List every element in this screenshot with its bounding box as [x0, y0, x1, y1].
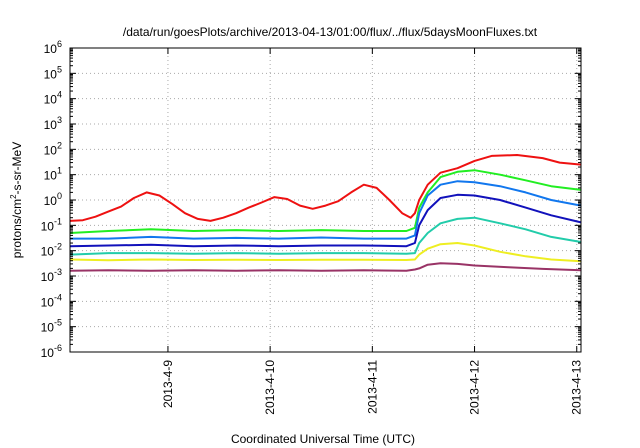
x-axis: 2013-4-9 2013-4-10 2013-4-11 2013-4-12 2013-…: [161, 48, 584, 415]
x-tick-label: 2013-4-12: [468, 360, 482, 415]
x-tick-label: 2013-4-10: [263, 360, 277, 415]
y-tick-label: 10-6: [41, 343, 62, 360]
y-tick-label: 10-1: [41, 216, 62, 233]
x-tick-label: 2013-4-13: [570, 360, 584, 415]
y-tick-label: 10-3: [41, 267, 62, 284]
y-tick-label: 10-2: [41, 242, 62, 259]
y-tick-label: 104: [44, 90, 62, 107]
y-axis: 10-6 10-5 10-4 10-3 10-2 10-1 100 101 102 103 104 1…: [41, 39, 581, 360]
y-tick-label: 10-5: [41, 318, 62, 335]
chart-title: /data/run/goesPlots/archive/2013-04-13/0…: [123, 25, 538, 39]
y-tick-label: 101: [44, 166, 62, 183]
y-tick-label: 103: [44, 115, 62, 132]
y-axis-title: protons/cm2-s-sr-MeV: [9, 142, 24, 258]
series-line-7: [69, 262, 582, 272]
y-tick-label: 10-4: [41, 292, 62, 309]
series-line-6: [69, 242, 582, 263]
series-line-4: [69, 193, 582, 248]
series-layer: [69, 154, 582, 272]
x-tick-label: 2013-4-9: [161, 360, 175, 408]
y-tick-label: 100: [44, 191, 62, 208]
series-line-3: [70, 180, 582, 240]
y-tick-label: 106: [44, 39, 62, 56]
y-tick-label: 105: [44, 64, 62, 81]
series-line-5: [69, 216, 582, 256]
series-line-1: [69, 154, 582, 222]
series-line-2: [69, 169, 582, 234]
y-tick-label: 102: [44, 140, 62, 157]
x-tick-label: 2013-4-11: [365, 360, 379, 414]
x-axis-title: Coordinated Universal Time (UTC): [231, 432, 415, 446]
